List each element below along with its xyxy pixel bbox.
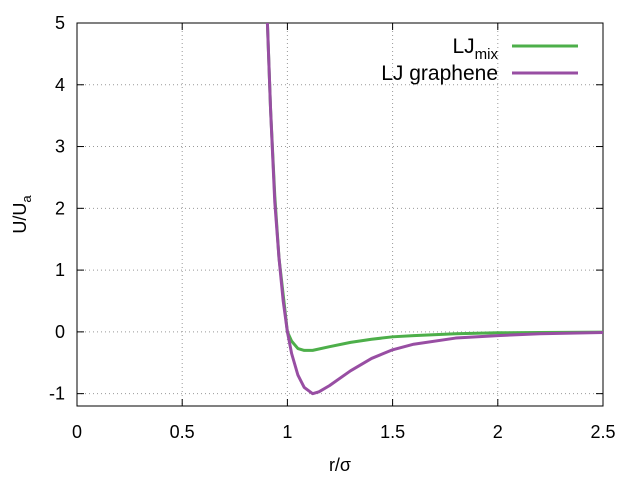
x-tick-label: 1 [282,422,292,442]
y-tick-label: 0 [55,322,65,342]
plot-frame [76,22,604,407]
y-tick-label: 3 [55,137,65,157]
x-tick-label: 2.5 [590,422,615,442]
series-layer [265,23,603,396]
y-axis-label-subscript: a [19,195,34,203]
y-tick-label: 5 [55,13,65,33]
series-line-1 [265,23,603,396]
x-tick-label: 1.5 [380,422,405,442]
x-axis-label: r/σ [329,455,351,475]
x-tick-label: 0 [72,422,82,442]
y-tick-label: 1 [55,260,65,280]
y-tick-label: 4 [55,75,65,95]
x-tick-label: 0.5 [170,422,195,442]
y-tick-label: -1 [49,384,65,404]
legend-label-1: LJ graphene [381,62,498,85]
y-axis-label: U/Ua [10,195,34,234]
legend-label-0: LJmix [452,35,498,63]
x-tick-label: 2 [493,422,503,442]
series-clip-group [265,23,603,396]
grid-lines [77,23,603,406]
y-tick-label: 2 [55,198,65,218]
y-axis-label-base: U/U [10,203,30,234]
axis-ticks: 0 0.5 1 1.5 2 2.5 -1 0 1 2 3 4 5 [49,13,616,442]
